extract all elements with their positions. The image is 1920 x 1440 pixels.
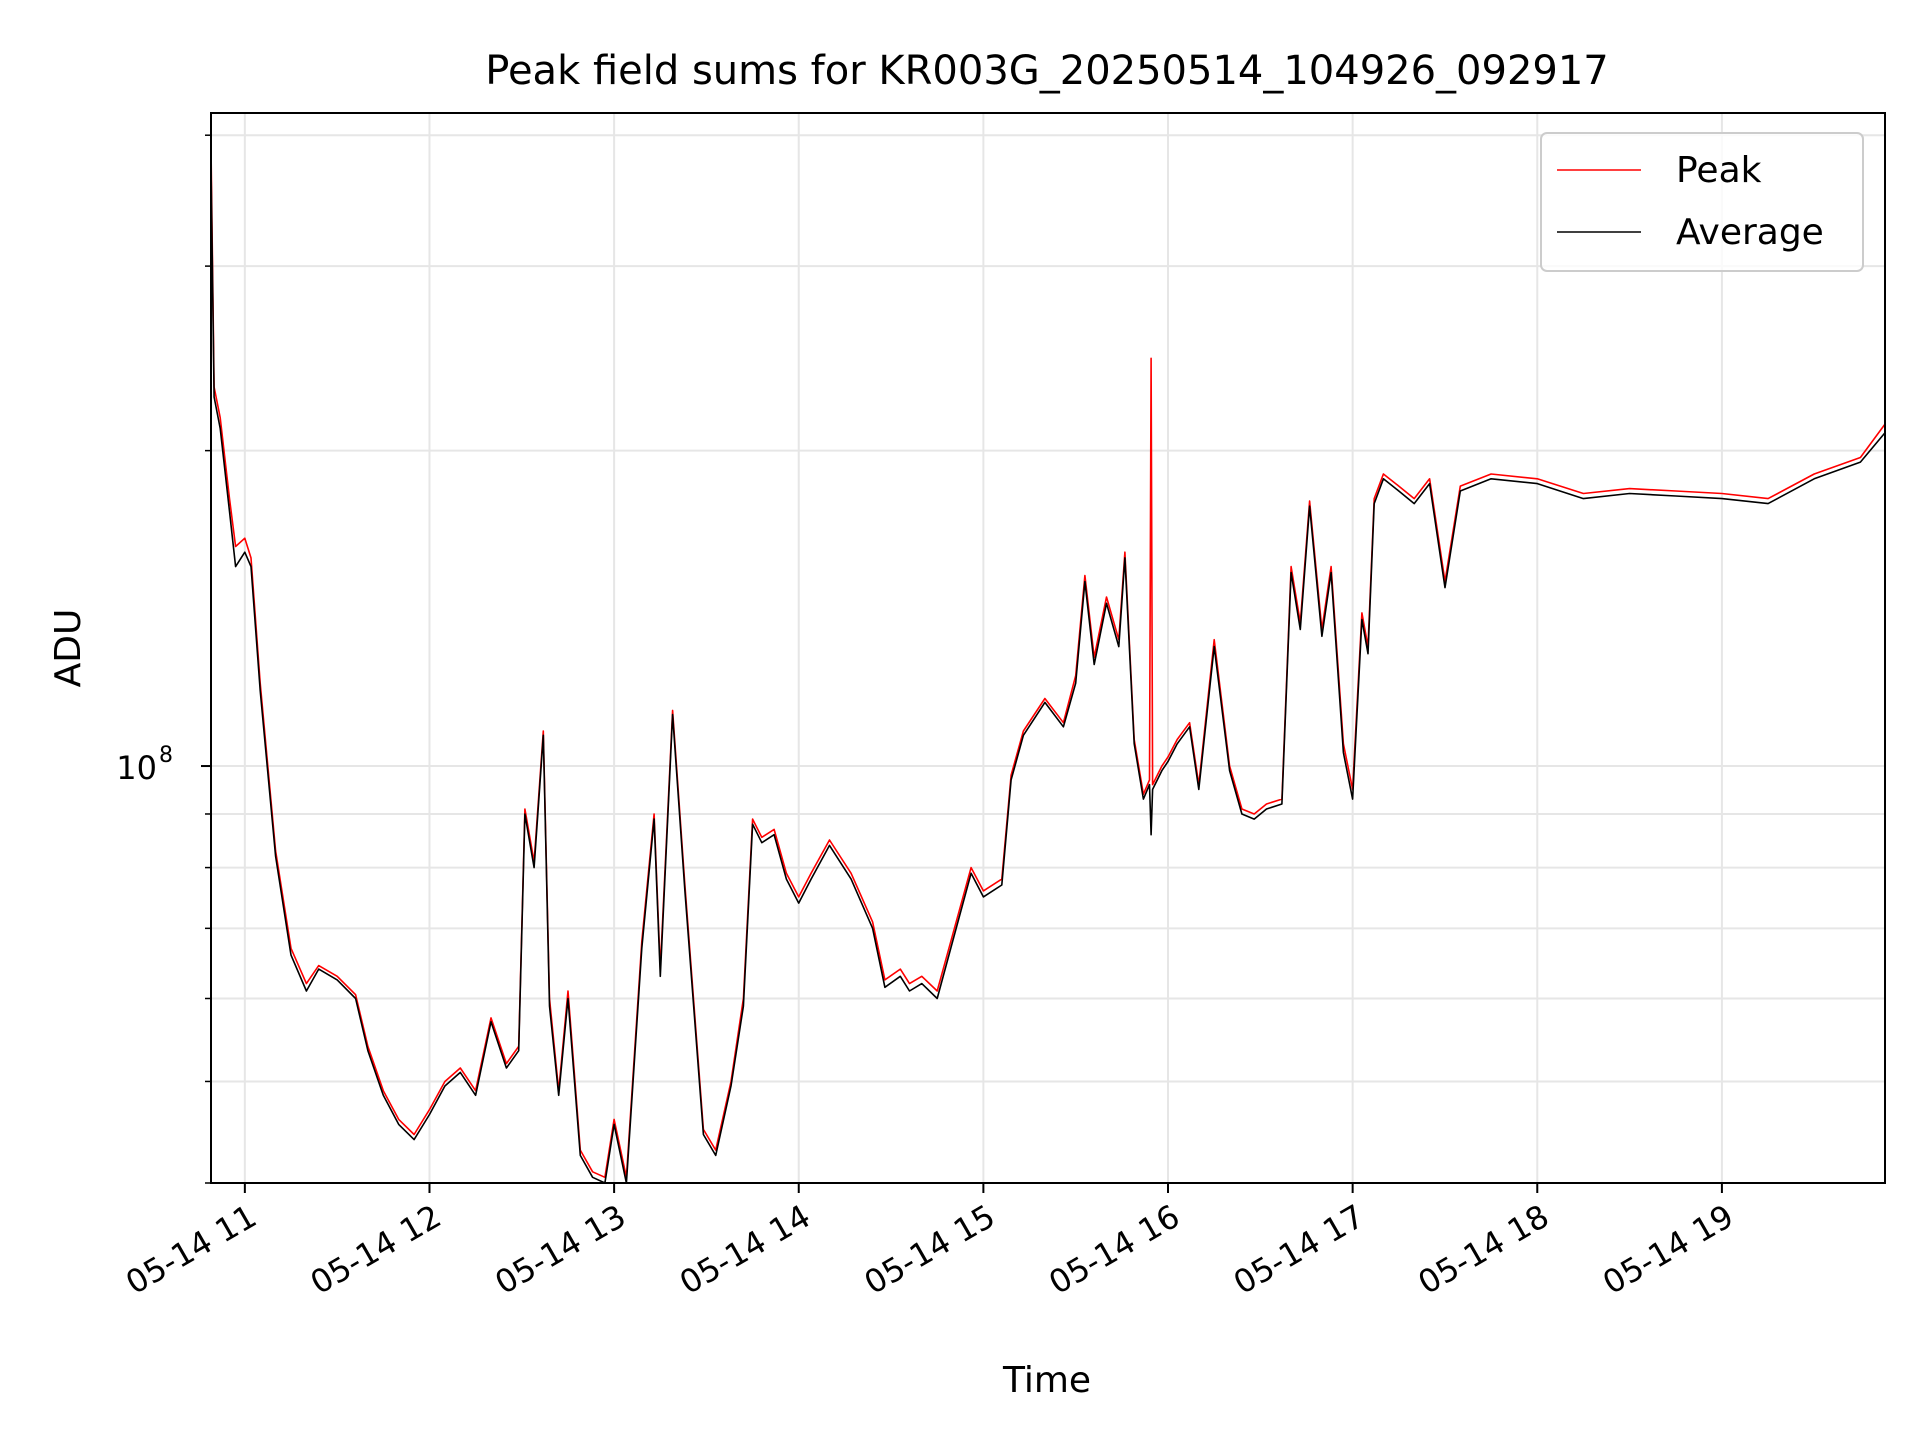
plot-frame — [210, 112, 1886, 1184]
y-tick-label-base: 10 — [116, 749, 157, 787]
y-axis: 10 8 — [116, 134, 211, 1184]
series-average-line — [211, 164, 1885, 1183]
series-layer — [211, 146, 1885, 1183]
chart-title: Peak field sums for KR003G_20250514_1049… — [485, 48, 1609, 94]
x-axis-label: Time — [1002, 1360, 1091, 1401]
y-tick-label: 10 — [116, 749, 157, 787]
legend-peak-label: Peak — [1676, 150, 1762, 191]
legend-box — [1540, 132, 1864, 272]
legend-average-label: Average — [1676, 212, 1824, 253]
legend: Peak Average — [1540, 132, 1864, 272]
y-axis-label: ADU — [48, 609, 89, 688]
y-tick-label-exponent: 8 — [159, 743, 173, 768]
